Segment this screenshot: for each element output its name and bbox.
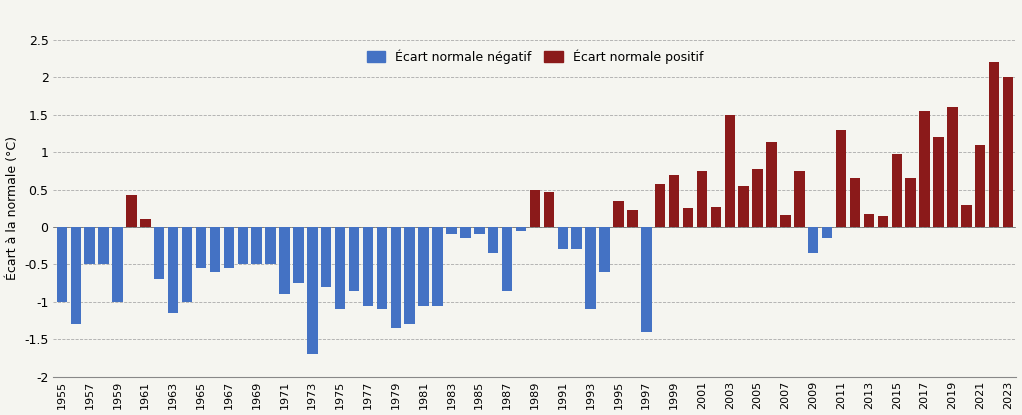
- Bar: [766, 142, 777, 227]
- Bar: [266, 227, 276, 264]
- Bar: [655, 183, 665, 227]
- Bar: [947, 107, 958, 227]
- Bar: [321, 227, 331, 287]
- Bar: [586, 227, 596, 310]
- Bar: [683, 208, 693, 227]
- Bar: [780, 215, 791, 227]
- Bar: [739, 186, 749, 227]
- Bar: [808, 227, 819, 253]
- Bar: [613, 201, 623, 227]
- Bar: [668, 175, 680, 227]
- Bar: [864, 214, 874, 227]
- Bar: [891, 154, 902, 227]
- Bar: [182, 227, 192, 302]
- Bar: [460, 227, 470, 238]
- Bar: [418, 227, 429, 306]
- Bar: [529, 190, 541, 227]
- Bar: [836, 129, 846, 227]
- Bar: [571, 227, 582, 249]
- Bar: [878, 216, 888, 227]
- Bar: [112, 227, 123, 302]
- Bar: [794, 171, 804, 227]
- Bar: [349, 227, 360, 290]
- Bar: [474, 227, 484, 234]
- Bar: [961, 205, 972, 227]
- Bar: [710, 207, 722, 227]
- Bar: [905, 178, 916, 227]
- Bar: [975, 144, 985, 227]
- Bar: [85, 227, 95, 264]
- Bar: [56, 227, 67, 302]
- Bar: [335, 227, 345, 310]
- Bar: [196, 227, 206, 268]
- Bar: [487, 227, 499, 253]
- Bar: [307, 227, 318, 354]
- Bar: [933, 137, 943, 227]
- Bar: [224, 227, 234, 268]
- Bar: [377, 227, 387, 310]
- Bar: [502, 227, 512, 290]
- Bar: [154, 227, 165, 279]
- Bar: [432, 227, 443, 306]
- Bar: [126, 195, 137, 227]
- Bar: [293, 227, 304, 283]
- Bar: [1003, 77, 1014, 227]
- Bar: [447, 227, 457, 234]
- Bar: [390, 227, 401, 328]
- Bar: [544, 192, 554, 227]
- Bar: [210, 227, 220, 272]
- Bar: [628, 210, 638, 227]
- Bar: [989, 62, 1000, 227]
- Bar: [279, 227, 289, 295]
- Bar: [641, 227, 651, 332]
- Bar: [850, 178, 861, 227]
- Bar: [237, 227, 248, 264]
- Legend: Écart normale négatif, Écart normale positif: Écart normale négatif, Écart normale pos…: [363, 46, 707, 68]
- Bar: [725, 115, 735, 227]
- Bar: [405, 227, 415, 325]
- Bar: [71, 227, 81, 325]
- Bar: [752, 168, 762, 227]
- Bar: [516, 227, 526, 231]
- Bar: [558, 227, 568, 249]
- Bar: [168, 227, 179, 313]
- Bar: [363, 227, 373, 306]
- Bar: [251, 227, 262, 264]
- Y-axis label: Écart à la normale (°C): Écart à la normale (°C): [5, 136, 18, 280]
- Bar: [599, 227, 610, 272]
- Bar: [140, 220, 150, 227]
- Bar: [920, 111, 930, 227]
- Bar: [697, 171, 707, 227]
- Bar: [98, 227, 108, 264]
- Bar: [822, 227, 832, 238]
